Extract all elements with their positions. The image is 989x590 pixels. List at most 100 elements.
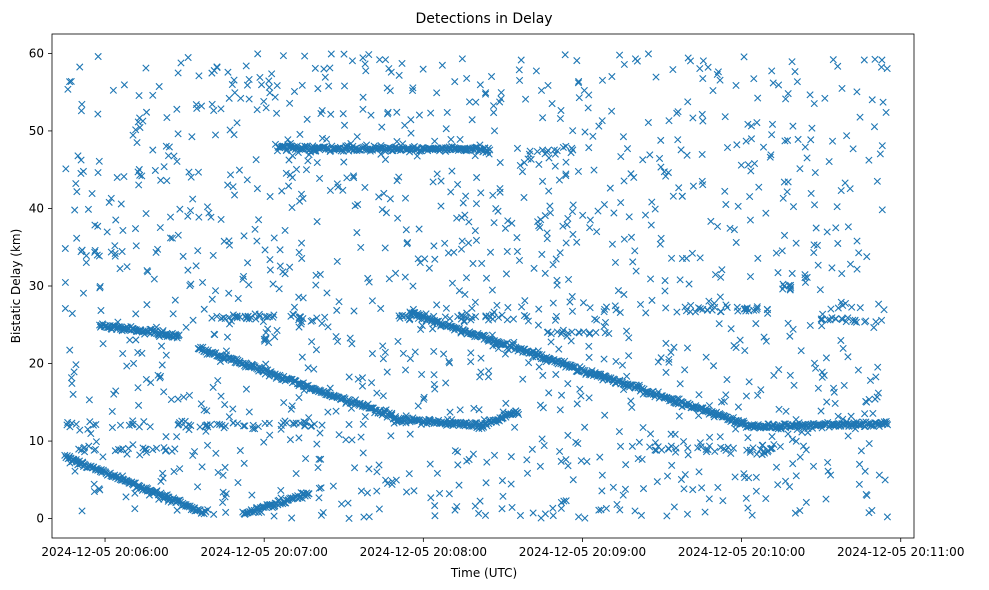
detection-marker [251,225,259,233]
detection-marker [252,156,260,164]
detection-marker [656,240,664,248]
detection-marker [239,272,248,281]
detection-marker [801,271,809,279]
detection-marker [324,323,332,331]
detection-marker [399,349,407,357]
detection-marker [854,366,862,374]
detection-marker [323,289,331,297]
detection-marker [467,358,475,366]
detection-marker [198,463,206,471]
detection-marker [321,313,329,321]
detection-marker [345,373,353,381]
detection-marker [301,52,309,60]
detection-marker [612,357,620,366]
detection-marker [134,401,143,409]
detection-marker [877,316,886,324]
detection-marker [504,303,512,312]
detection-marker [623,145,632,153]
detection-marker [733,303,741,311]
detection-marker [298,353,306,361]
detection-marker [812,224,820,232]
detection-marker [365,50,373,59]
detection-marker [684,451,692,459]
detection-marker [230,76,238,84]
detection-marker [132,336,140,344]
detection-marker [383,368,391,376]
detection-marker [702,353,710,361]
detection-marker [808,124,816,132]
detection-marker [455,481,463,489]
detection-marker [539,404,547,412]
detection-marker [304,364,312,372]
detection-marker [73,188,81,196]
detection-marker [716,433,724,441]
detection-marker [134,348,142,357]
detection-marker [652,73,660,81]
detection-marker [855,480,863,488]
detection-marker [627,170,635,178]
detection-marker [335,431,343,439]
detection-marker [677,475,686,484]
detection-marker [162,142,170,150]
detection-marker [792,472,800,480]
detection-marker [262,328,270,337]
detection-marker [662,304,670,312]
detection-marker [316,270,324,278]
detection-marker [332,332,340,341]
detection-marker [826,316,834,324]
detection-marker [562,142,570,150]
detection-marker [407,116,415,124]
detection-marker [807,189,815,198]
detection-marker [568,307,577,315]
detection-marker [662,339,670,347]
detection-marker [362,67,370,75]
detection-marker [644,50,653,58]
detection-marker [639,156,647,164]
detection-marker [211,287,220,295]
detection-marker [610,209,618,217]
detection-marker [113,173,121,182]
detection-marker [699,117,707,125]
detection-marker [881,476,889,484]
detection-marker [620,235,628,243]
detection-marker [282,496,290,504]
detection-marker [490,127,499,135]
detection-marker [755,183,763,191]
detection-marker [680,485,688,493]
detection-marker [566,298,574,306]
detection-marker [562,170,570,178]
detection-marker [463,309,471,317]
detection-marker [824,467,832,475]
detection-marker [381,348,389,356]
detection-marker [768,432,776,441]
detection-marker [344,499,352,507]
detection-marker [381,155,390,164]
detection-marker [663,512,671,520]
detection-marker [535,363,543,371]
detection-marker [240,232,248,240]
detection-marker [385,275,393,283]
detection-marker [317,109,325,118]
detection-marker [222,508,230,516]
detection-marker [726,224,734,232]
detection-marker [564,380,572,388]
detection-marker [788,58,796,66]
detection-marker [407,129,415,137]
detection-marker [249,425,257,433]
detection-marker [105,198,113,206]
detection-marker [132,242,140,250]
detection-marker [84,425,92,433]
detection-marker [286,263,294,271]
detection-marker [714,68,722,76]
detection-marker [498,477,507,485]
detection-marker [133,138,141,147]
detection-marker [350,307,358,315]
detection-marker [575,94,583,102]
detection-marker [345,514,353,522]
detection-marker [367,379,376,387]
detection-marker [379,342,387,350]
detection-marker [160,163,168,171]
detection-marker [559,222,567,230]
detection-marker [748,511,756,519]
detection-marker [313,158,321,167]
